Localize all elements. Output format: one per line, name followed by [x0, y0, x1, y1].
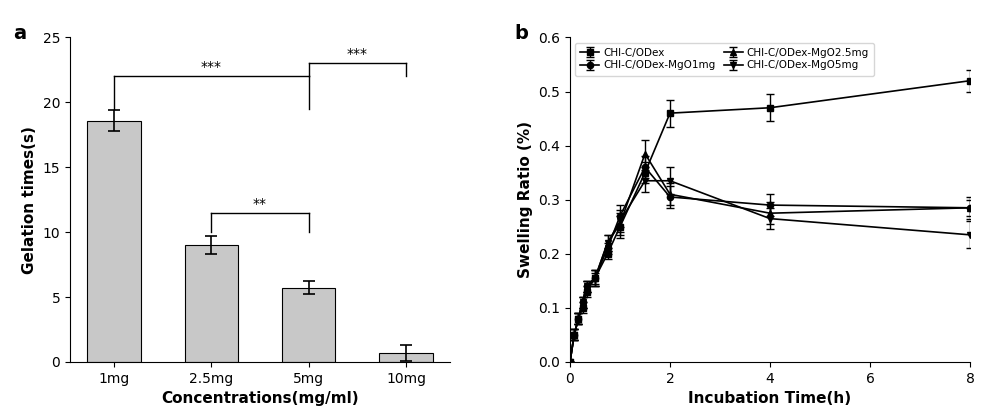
Text: a: a — [13, 25, 26, 43]
Legend: CHI-C/ODex, CHI-C/ODex-MgO1mg, CHI-C/ODex-MgO2.5mg, CHI-C/ODex-MgO5mg: CHI-C/ODex, CHI-C/ODex-MgO1mg, CHI-C/ODe… — [575, 43, 874, 76]
Text: ***: *** — [347, 47, 368, 62]
Text: b: b — [514, 25, 528, 43]
Text: ***: *** — [201, 60, 222, 74]
Y-axis label: Swelling Ratio (%): Swelling Ratio (%) — [518, 121, 533, 278]
Text: **: ** — [253, 197, 267, 211]
X-axis label: Concentrations(mg/ml): Concentrations(mg/ml) — [161, 391, 359, 406]
Y-axis label: Gelation times(s): Gelation times(s) — [22, 126, 37, 274]
Bar — [379, 353, 433, 362]
X-axis label: Incubation Time(h): Incubation Time(h) — [688, 391, 852, 406]
Bar — [282, 288, 335, 362]
Bar — [87, 121, 141, 362]
Bar — [185, 245, 238, 362]
